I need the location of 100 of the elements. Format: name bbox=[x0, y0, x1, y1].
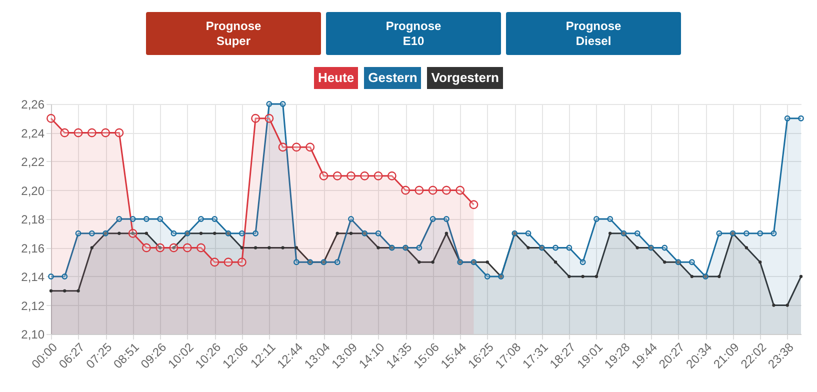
point bbox=[238, 230, 245, 236]
point bbox=[688, 259, 695, 266]
forecast-button: Prognose Diesel bbox=[506, 12, 681, 55]
point bbox=[237, 258, 246, 267]
point bbox=[278, 142, 288, 152]
point bbox=[224, 258, 233, 267]
point bbox=[799, 274, 803, 278]
point bbox=[758, 260, 762, 264]
point bbox=[156, 243, 165, 252]
point bbox=[387, 171, 396, 180]
point bbox=[142, 243, 151, 252]
point bbox=[772, 304, 776, 307]
point bbox=[348, 216, 354, 222]
y-tick-label: 2,20 bbox=[21, 184, 45, 198]
y-tick-label: 2,18 bbox=[21, 212, 45, 226]
text: Vorgestern bbox=[427, 67, 503, 89]
point bbox=[101, 128, 110, 138]
point bbox=[114, 128, 124, 138]
point bbox=[46, 114, 56, 123]
point bbox=[607, 216, 614, 222]
point bbox=[663, 260, 666, 264]
point bbox=[526, 246, 530, 250]
point bbox=[418, 260, 421, 264]
point bbox=[718, 274, 721, 278]
point bbox=[332, 171, 342, 180]
point bbox=[349, 232, 353, 235]
point bbox=[770, 230, 777, 236]
point bbox=[346, 171, 356, 180]
point bbox=[636, 246, 639, 250]
point bbox=[62, 274, 68, 280]
point bbox=[130, 216, 136, 222]
y-tick-label: 2,10 bbox=[21, 328, 45, 342]
point bbox=[594, 274, 598, 278]
point bbox=[456, 186, 465, 195]
point bbox=[63, 289, 66, 292]
y-tick-label: 2,24 bbox=[21, 126, 45, 140]
point bbox=[294, 246, 298, 250]
point bbox=[49, 289, 53, 292]
point bbox=[240, 246, 244, 250]
y-tick-label: 2,22 bbox=[21, 155, 45, 169]
point bbox=[334, 259, 340, 266]
point bbox=[375, 230, 382, 236]
point bbox=[170, 230, 177, 236]
forecast-button: Prognose E10 bbox=[326, 12, 501, 55]
text: Heute bbox=[314, 67, 358, 89]
point bbox=[690, 274, 694, 278]
point bbox=[784, 115, 790, 122]
point bbox=[416, 244, 422, 251]
point bbox=[608, 232, 612, 235]
point bbox=[716, 230, 722, 236]
point bbox=[374, 171, 383, 180]
text: Gestern bbox=[364, 67, 422, 89]
point bbox=[484, 274, 490, 280]
point bbox=[525, 230, 532, 236]
point bbox=[90, 246, 94, 250]
point bbox=[281, 246, 284, 250]
point bbox=[118, 232, 121, 235]
point bbox=[554, 260, 558, 264]
point bbox=[251, 114, 260, 123]
forecast-button: Prognose Super bbox=[146, 12, 321, 55]
point bbox=[336, 232, 339, 235]
point bbox=[580, 259, 586, 266]
point bbox=[196, 243, 206, 252]
point bbox=[414, 186, 424, 195]
point bbox=[401, 186, 410, 195]
point bbox=[744, 230, 750, 236]
point bbox=[144, 216, 150, 222]
point bbox=[360, 171, 370, 180]
point bbox=[210, 258, 220, 267]
point bbox=[213, 232, 216, 235]
point bbox=[268, 246, 271, 250]
y-tick-label: 2,14 bbox=[21, 270, 45, 284]
y-tick-label: 2,26 bbox=[21, 98, 45, 112]
point bbox=[88, 230, 95, 236]
point bbox=[266, 101, 272, 107]
point bbox=[254, 246, 258, 250]
point bbox=[662, 244, 668, 251]
point bbox=[212, 216, 218, 222]
point bbox=[431, 260, 434, 264]
point bbox=[74, 128, 83, 138]
point bbox=[169, 243, 178, 252]
y-tick-label: 2,16 bbox=[21, 241, 45, 256]
point bbox=[552, 244, 558, 251]
point bbox=[199, 232, 203, 235]
point bbox=[294, 259, 300, 266]
point bbox=[157, 216, 164, 222]
point bbox=[428, 186, 438, 195]
point bbox=[198, 216, 204, 222]
point bbox=[252, 230, 258, 236]
point bbox=[128, 228, 138, 238]
point bbox=[568, 274, 571, 278]
point bbox=[264, 114, 274, 123]
point bbox=[798, 115, 804, 122]
point bbox=[430, 216, 436, 222]
point bbox=[444, 232, 448, 235]
point bbox=[292, 142, 301, 152]
point bbox=[581, 274, 584, 278]
point bbox=[319, 171, 328, 180]
point bbox=[444, 216, 450, 222]
point bbox=[75, 230, 82, 236]
